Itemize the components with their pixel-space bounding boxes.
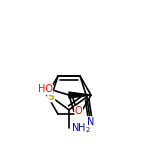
Text: HO: HO (38, 85, 53, 94)
Text: O: O (75, 106, 83, 116)
Text: S: S (48, 92, 55, 102)
Polygon shape (69, 92, 91, 98)
Text: N: N (87, 117, 94, 127)
Text: NH$_2$: NH$_2$ (71, 121, 91, 135)
